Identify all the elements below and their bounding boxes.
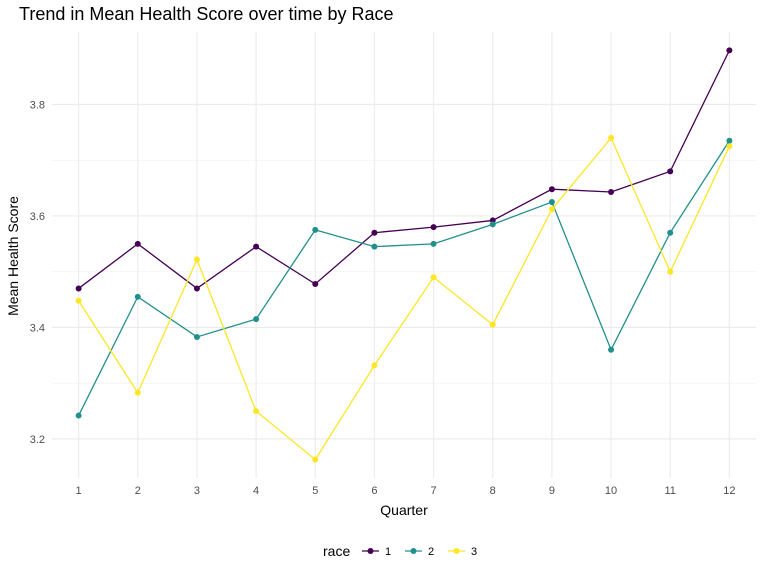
data-point <box>489 321 496 328</box>
data-point <box>253 316 260 323</box>
legend-key-point <box>367 548 374 554</box>
data-point <box>430 240 437 247</box>
x-tick-label: 6 <box>371 485 377 497</box>
x-tick-label: 5 <box>312 485 318 497</box>
series-line <box>78 136 730 461</box>
data-point <box>489 221 496 228</box>
legend-key-point <box>453 548 460 554</box>
y-tick-label: 3.6 <box>30 211 45 223</box>
data-point <box>75 297 82 304</box>
x-tick-label: 10 <box>605 485 617 497</box>
data-point <box>608 346 615 353</box>
legend-label: 1 <box>385 546 391 558</box>
x-tick-label: 2 <box>135 485 141 497</box>
x-tick-label: 9 <box>549 485 555 497</box>
data-point <box>134 293 141 300</box>
data-point <box>430 274 437 281</box>
data-point <box>253 408 260 415</box>
data-point <box>134 389 141 396</box>
x-tick-label: 12 <box>723 485 735 497</box>
data-point <box>312 226 319 233</box>
data-point <box>371 362 378 369</box>
series-race-2 <box>75 137 733 419</box>
data-point <box>253 243 260 250</box>
data-point <box>312 456 319 463</box>
series-layer <box>75 47 733 463</box>
series-race-1 <box>75 47 733 292</box>
series-line <box>78 50 730 290</box>
data-point <box>667 268 674 275</box>
data-point <box>667 168 674 175</box>
legend-key-point <box>410 548 417 554</box>
data-point <box>548 206 555 213</box>
y-tick-label: 3.2 <box>30 434 45 446</box>
legend-label: 3 <box>471 546 477 558</box>
series-line <box>78 140 730 416</box>
data-point <box>193 333 200 340</box>
y-tick-label: 3.8 <box>30 99 45 111</box>
x-tick-label: 8 <box>490 485 496 497</box>
data-point <box>193 256 200 263</box>
x-axis-title: Quarter <box>380 502 428 518</box>
data-point <box>75 412 82 419</box>
data-point <box>371 243 378 250</box>
data-point <box>371 229 378 236</box>
data-point <box>667 229 674 236</box>
legend-item: 2 <box>405 546 434 558</box>
x-tick-label: 7 <box>431 485 437 497</box>
x-tick-label: 1 <box>76 485 82 497</box>
x-tick-label: 11 <box>665 485 676 497</box>
x-tick-label: 3 <box>194 485 200 497</box>
data-point <box>726 47 733 54</box>
data-point <box>548 199 555 206</box>
data-point <box>608 189 615 196</box>
data-point <box>193 285 200 292</box>
chart-title: Trend in Mean Health Score over time by … <box>19 4 394 24</box>
x-tick-label: 4 <box>253 485 259 497</box>
legend-item: 3 <box>448 546 477 558</box>
y-tick-label: 3.4 <box>30 322 45 334</box>
data-point <box>134 240 141 247</box>
data-point <box>548 186 555 193</box>
series-race-3 <box>75 134 733 463</box>
legend-item: 1 <box>362 546 391 558</box>
data-point <box>726 143 733 150</box>
plot-grid <box>52 32 756 478</box>
legend-label: 2 <box>428 546 434 558</box>
y-axis-ticks: 3.2 3.4 3.6 3.8 <box>30 99 45 446</box>
y-axis-title: Mean Health Score <box>5 196 21 316</box>
data-point <box>75 285 82 292</box>
data-point <box>608 134 615 141</box>
data-point <box>726 137 733 144</box>
legend: race 1 2 3 <box>323 543 477 559</box>
legend-title: race <box>323 543 350 559</box>
x-axis-ticks: 1 2 3 4 5 6 7 8 9 10 11 12 <box>76 485 736 497</box>
data-point <box>430 224 437 231</box>
data-point <box>312 280 319 287</box>
